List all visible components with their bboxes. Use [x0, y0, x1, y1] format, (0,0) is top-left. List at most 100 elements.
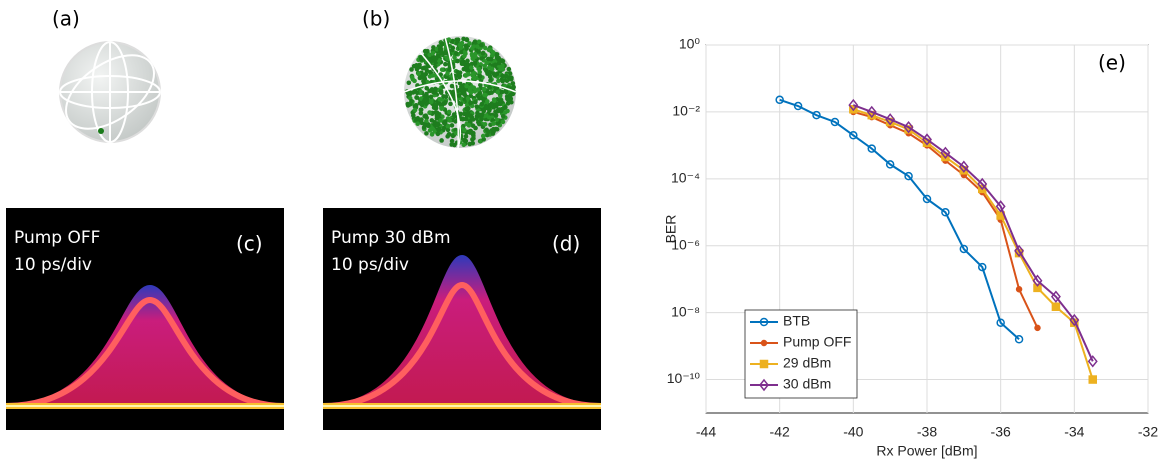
sphere-point [484, 113, 489, 118]
sphere-point [480, 50, 486, 56]
sphere-point [433, 86, 438, 92]
eye-label: 10 ps/div [331, 255, 409, 275]
x-tick-label: -32 [1138, 424, 1158, 440]
sphere-point [495, 89, 501, 95]
marker [866, 105, 877, 119]
sphere-point [452, 142, 457, 148]
sphere-point [496, 78, 501, 84]
eye-label: 10 ps/div [14, 255, 92, 275]
sphere-point [490, 131, 496, 136]
y-axis-label: BER [663, 215, 679, 244]
sphere [59, 41, 161, 143]
sphere-point [503, 104, 508, 110]
sphere-point [418, 110, 424, 116]
marker [940, 146, 951, 159]
sphere-point [465, 58, 470, 64]
marker [922, 133, 932, 146]
sphere-point [488, 56, 494, 62]
sphere-point [500, 119, 506, 125]
marker [1014, 244, 1025, 258]
sphere-point [499, 107, 505, 112]
sphere-point [500, 113, 506, 119]
sphere-point [484, 105, 489, 111]
sphere-point [464, 83, 469, 89]
sphere-point [480, 133, 486, 139]
sphere-point [424, 118, 429, 124]
sphere-point [437, 96, 443, 102]
sphere-point [505, 96, 510, 102]
sphere-point [491, 105, 497, 110]
x-tick-label: -44 [696, 424, 716, 440]
sphere-point [490, 50, 496, 55]
sphere-point [433, 56, 439, 61]
y-tick-label: 10⁻² [672, 103, 700, 119]
sphere-point [461, 142, 467, 148]
sphere-point [443, 49, 449, 55]
sphere-point [446, 109, 452, 115]
sphere-point [458, 45, 464, 50]
panel-label: (b) [362, 7, 390, 31]
marker [1014, 335, 1024, 344]
sphere-point [445, 71, 450, 76]
sphere-point [427, 110, 432, 115]
sphere-point [424, 131, 429, 136]
sphere-point [424, 68, 430, 73]
sphere-point [441, 125, 447, 131]
sphere-point [510, 81, 516, 86]
sphere-point [484, 60, 489, 66]
sphere-point [443, 94, 449, 99]
sphere-point [441, 120, 447, 126]
sphere-point [428, 99, 434, 105]
sphere-point [500, 58, 506, 64]
panel-label: (c) [236, 232, 263, 256]
sphere-point [467, 141, 473, 147]
legend-marker [759, 317, 769, 327]
sphere-point [407, 102, 413, 107]
sphere-point [482, 121, 488, 127]
sphere-point [447, 118, 453, 123]
sphere-point [471, 44, 477, 49]
chart: -44 -42 -40 -38 -36 -34 -32 10⁰ 10⁻² 10⁻⁴ 10⁻⁶ 10⁻⁸… [667, 36, 1159, 440]
sphere-point [432, 129, 438, 134]
eye-label: Pump 30 dBm [331, 228, 451, 248]
marker [1087, 355, 1098, 368]
sphere-point [424, 91, 429, 97]
sphere-point [430, 50, 436, 56]
sphere-point [479, 42, 484, 48]
legend-marker [760, 339, 768, 347]
sphere-point [429, 132, 435, 137]
marker [885, 160, 895, 169]
sphere-point [468, 90, 474, 95]
sphere-point [500, 63, 505, 69]
sphere-point [427, 128, 433, 133]
sphere-point [492, 73, 498, 78]
x-tick-label: -38 [917, 424, 937, 440]
sphere-point [467, 86, 473, 92]
sphere-point [449, 123, 455, 128]
sphere-point [486, 47, 492, 53]
sphere-point [488, 78, 493, 83]
sphere-point [438, 90, 444, 95]
sphere-point [494, 117, 499, 123]
sphere-point [406, 80, 412, 86]
sphere-point [415, 121, 420, 127]
sphere-point [475, 44, 480, 49]
y-tick-label: 10⁻⁴ [671, 170, 700, 186]
sphere-point [471, 136, 476, 141]
sphere-point [496, 60, 502, 66]
sphere-point [484, 68, 489, 74]
marker [1069, 313, 1080, 327]
sphere-point [462, 111, 467, 117]
x-tick-label: -34 [1064, 424, 1084, 440]
legend-label: BTB [783, 313, 810, 329]
sphere-point [511, 84, 516, 90]
marker [996, 318, 1005, 327]
sphere-point [409, 74, 415, 80]
sphere-point [438, 118, 443, 123]
sphere-point [477, 96, 482, 101]
sphere-point [427, 52, 432, 58]
y-tick-label: 10⁻¹⁰ [667, 370, 701, 386]
marker [1032, 274, 1043, 287]
sphere-point [478, 82, 483, 88]
